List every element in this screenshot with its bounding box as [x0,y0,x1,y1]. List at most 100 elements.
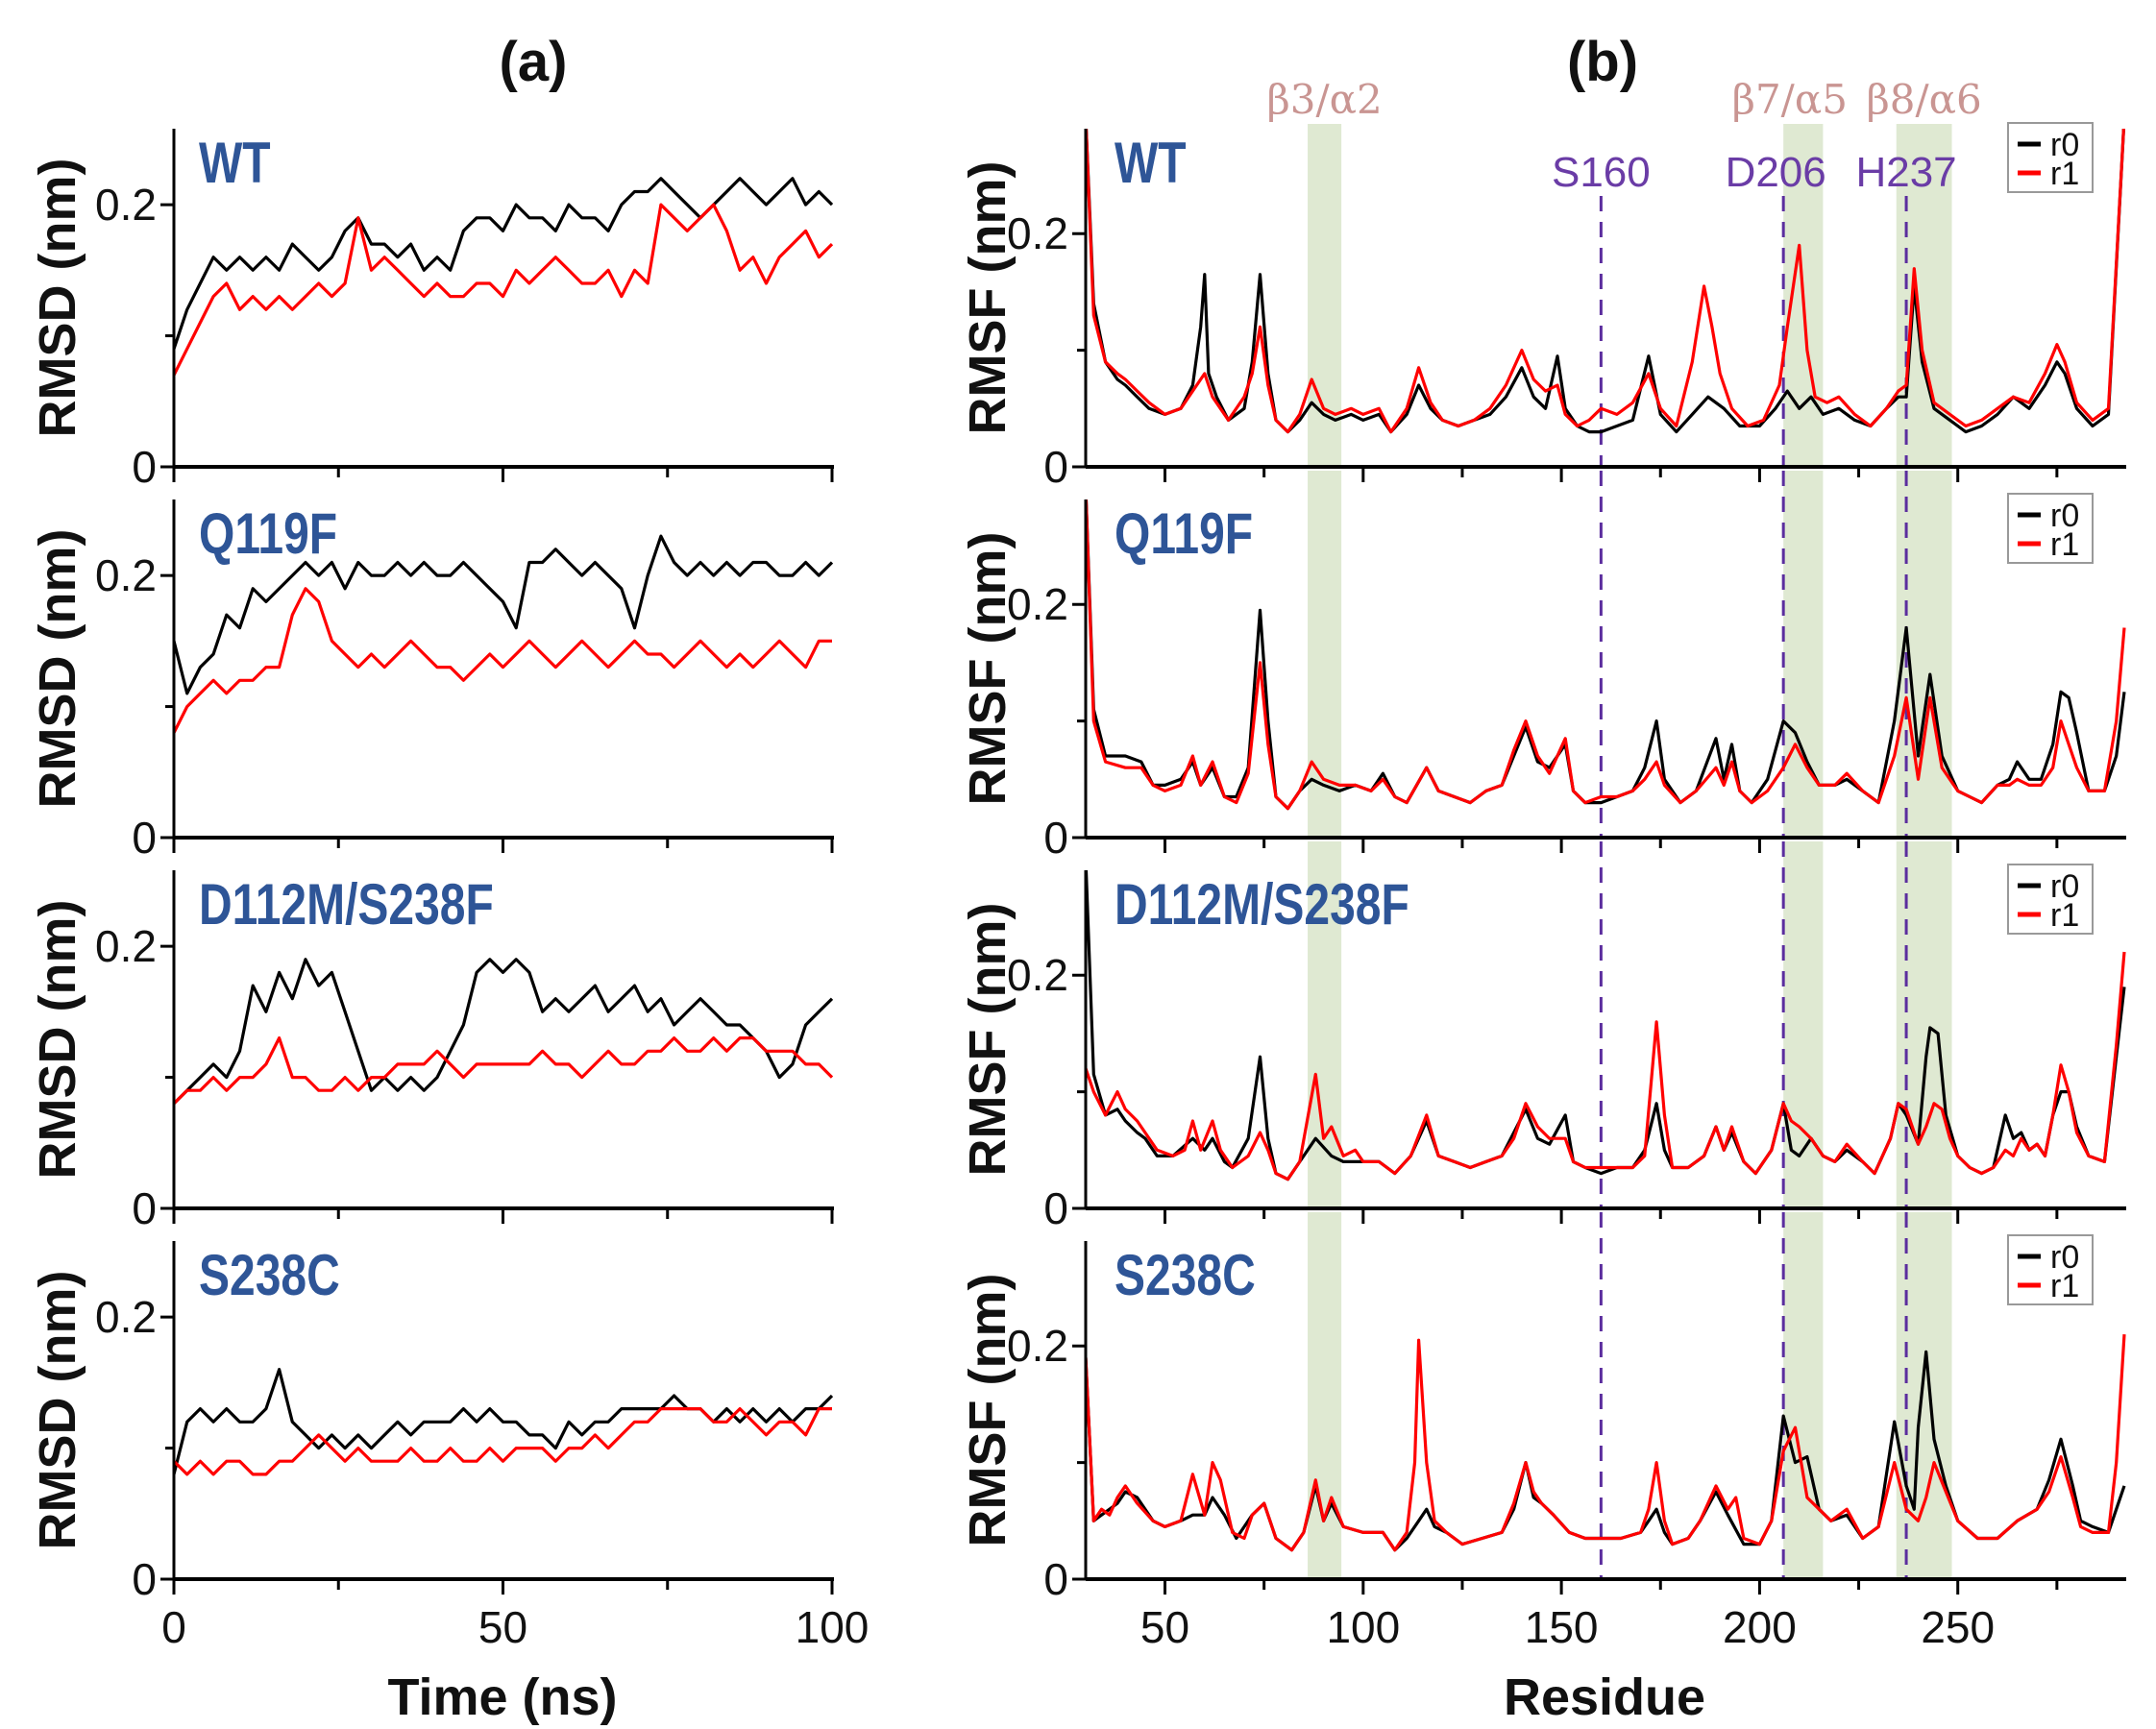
series-line-r1 [1086,1334,2126,1552]
y-tick-label: 0.2 [1007,950,1068,1000]
y-tick-label: 0.2 [95,180,157,230]
y-tick-label: 0.2 [95,921,157,971]
series-group [174,177,834,377]
region-label: β3/α2 [1266,76,1382,123]
y-tick-label: 0 [1043,813,1068,863]
y-axis-title: RMSF (nm) [959,1274,1017,1547]
marker-label: D206 [1726,149,1826,196]
series-line-r1 [174,1035,834,1106]
subplot-label: D112M/S238F [1115,872,1409,937]
y-axis-title: RMSF (nm) [959,903,1017,1177]
y-tick-label: 0 [132,442,157,492]
y-tick-label: 0 [1043,442,1068,492]
y-axis-title: RMSD (nm) [29,158,86,438]
legend-label: r1 [2050,1268,2079,1304]
y-tick-label: 0.2 [95,550,157,600]
x-tick-label: 200 [1723,1602,1797,1652]
subplot-label: Q119F [199,501,337,566]
series-group [1086,129,2125,434]
highlight-region [1308,471,1342,838]
subplot-label: S238C [199,1243,340,1307]
series-line-r1 [174,203,834,377]
y-axis-title: RMSD (nm) [29,529,86,809]
y-tick-label: 0.2 [1007,579,1068,629]
y-axis-title: RMSF (nm) [959,532,1017,806]
highlight-region [1783,841,1824,1208]
y-tick-label: 0 [1043,1554,1068,1604]
y-axis-title: RMSD (nm) [29,1271,86,1550]
subplot-label: Q119F [1115,501,1253,566]
highlight-region [1783,471,1824,838]
legend-label: r1 [2050,897,2079,934]
marker-label: S160 [1552,149,1651,196]
x-tick-label: 100 [796,1602,870,1652]
subplot-label: WT [1115,131,1187,195]
x-tick-label: 150 [1525,1602,1599,1652]
series-line-r0 [174,177,834,350]
y-tick-label: 0 [1043,1183,1068,1233]
y-tick-label: 0.2 [1007,1321,1068,1371]
series-line-r1 [1086,499,2126,811]
x-axis-title-b: Residue [1504,1668,1705,1726]
x-tick-label: 50 [478,1602,527,1652]
legend-label: r1 [2050,156,2079,192]
x-tick-label: 0 [161,1602,186,1652]
legend-label: r0 [2050,868,2079,905]
series-line-r1 [1086,129,2125,434]
series-line-r1 [1086,951,2126,1181]
y-axis-title: RMSD (nm) [29,900,86,1180]
subplot-a-s238c: 0 0.2 0 50 100 RMSD (nm) S238C [29,1241,869,1652]
series-group [174,534,834,734]
legend-box [2007,864,2094,935]
x-tick-label: 50 [1140,1602,1189,1652]
highlight-region [1308,1212,1342,1579]
series-group [174,1368,834,1476]
marker-label: H237 [1855,149,1956,196]
series-line-r1 [174,587,832,734]
series-group [174,958,834,1106]
highlight-region [1896,471,1952,838]
series-line-r0 [174,1368,834,1475]
y-tick-label: 0 [132,1183,157,1233]
legend-box [2007,493,2094,564]
legend-box [2007,122,2094,193]
series-line-r1 [174,1406,832,1476]
subplot-label: WT [199,131,271,195]
panel-b-title: (b) [1567,31,1638,93]
region-label: β7/α5 [1732,76,1848,123]
series-line-r0 [174,534,834,695]
legend-box [2007,1234,2094,1305]
panel-a-title: (a) [500,31,568,93]
legend-label: r0 [2050,127,2079,163]
series-group [1086,499,2126,811]
y-axis-title: RMSF (nm) [959,161,1017,435]
series-group [1086,1334,2126,1552]
subplot-label: S238C [1115,1243,1256,1307]
y-tick-label: 0 [132,1554,157,1604]
series-line-r0 [1086,129,2125,434]
region-label: β8/α6 [1867,76,1982,123]
highlight-region [1896,1212,1952,1579]
y-tick-label: 0 [132,813,157,863]
highlight-region [1896,841,1952,1208]
series-line-r0 [1086,1350,2126,1552]
x-axis-title-a: Time (ns) [387,1668,617,1726]
legend-label: r1 [2050,526,2079,563]
subplot-label: D112M/S238F [199,872,494,937]
y-tick-label: 0.2 [95,1292,157,1342]
series-group [1086,870,2126,1181]
legend-label: r0 [2050,498,2079,534]
legend-label: r0 [2050,1239,2079,1276]
